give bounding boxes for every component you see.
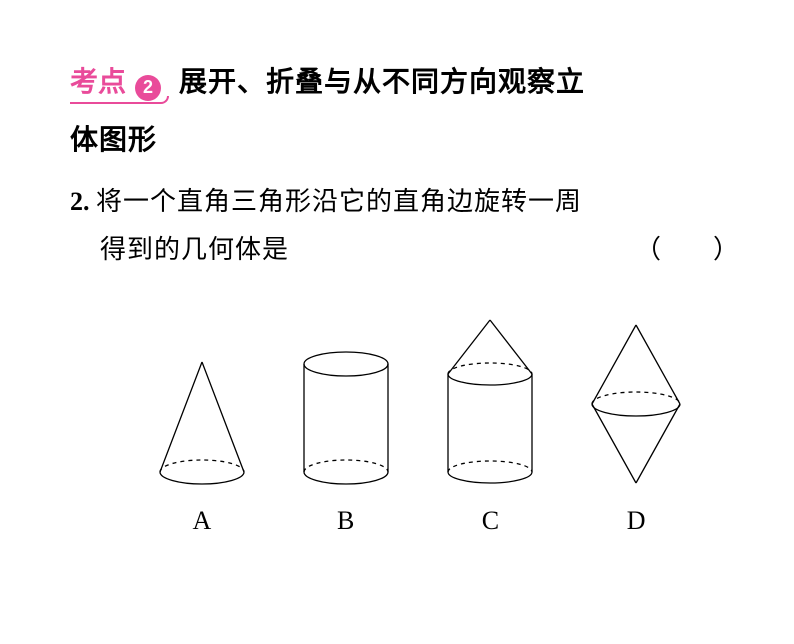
answer-figures-row: A B C — [70, 284, 739, 536]
question-text-2: 得到的几何体是 — [100, 226, 289, 274]
option-label-b: B — [337, 506, 354, 536]
question-block: 2. 将一个直角三角形沿它的直角边旋转一周 得到的几何体是 （ ） — [70, 178, 739, 274]
topic-title-line1: 展开、折叠与从不同方向观察立 — [179, 60, 585, 100]
cone-icon — [147, 354, 257, 494]
topic-number: 2 — [143, 77, 153, 98]
topic-label-text: 考点 — [70, 67, 126, 98]
option-label-c: C — [482, 506, 499, 536]
question-line1: 2. 将一个直角三角形沿它的直角边旋转一周 — [70, 178, 739, 226]
figure-option-a: A — [147, 354, 257, 536]
option-label-a: A — [192, 506, 211, 536]
bicone-icon — [580, 319, 692, 494]
topic-label: 考点 2 — [70, 60, 161, 100]
figure-option-c: C — [434, 314, 546, 536]
figure-option-d: D — [580, 319, 692, 536]
option-label-d: D — [627, 506, 646, 536]
answer-parentheses: （ ） — [635, 226, 739, 274]
question-line2: 得到的几何体是 （ ） — [70, 226, 739, 274]
question-text-1: 将一个直角三角形沿它的直角边旋转一周 — [96, 187, 582, 216]
cone-cylinder-icon — [434, 314, 546, 494]
topic-header: 考点 2 展开、折叠与从不同方向观察立 — [70, 60, 739, 100]
figure-option-b: B — [291, 344, 401, 536]
topic-underline-curl — [157, 96, 169, 104]
question-number: 2. — [70, 187, 90, 216]
topic-underline — [70, 102, 161, 104]
topic-title-line2: 体图形 — [70, 118, 739, 158]
cylinder-icon — [291, 344, 401, 494]
